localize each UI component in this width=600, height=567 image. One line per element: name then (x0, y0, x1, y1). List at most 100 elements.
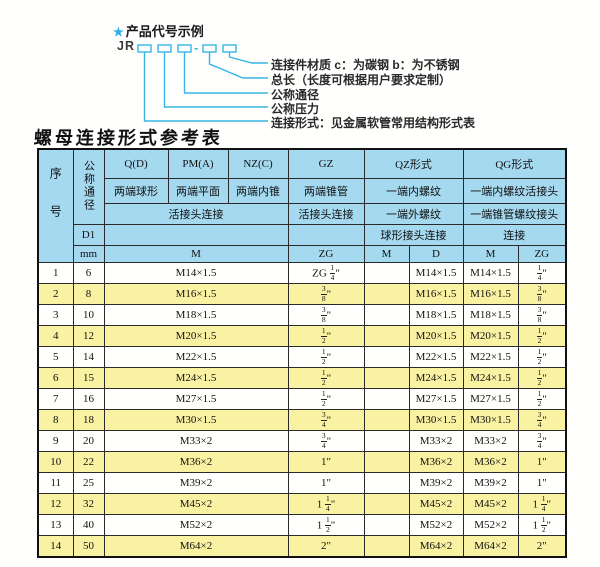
cell-seq: 4 (37, 325, 74, 347)
cell-qz-m (363, 493, 410, 515)
table-row: 4 12 M20×1.5 1 2 " M20×1.5 M20×1.5 1 2 " (37, 325, 567, 347)
table-row: 6 15 M24×1.5 1 2 " M24×1.5 M24×1.5 1 2 " (37, 367, 567, 389)
cell-qg-zg: 1 2 " (517, 325, 567, 347)
header-q-sub: 两端球形 (103, 178, 169, 204)
header-blank-gz (287, 224, 365, 246)
table-row: 10 22 M36×2 1" M36×2 M36×2 1" (37, 451, 567, 473)
leader-line-form (143, 52, 268, 122)
header-union-joint: 活接头连接 (103, 203, 289, 225)
header-col-qz: QZ形式 (363, 148, 464, 179)
header-m-qg: M (462, 245, 519, 263)
cell-m: M22×1.5 (103, 346, 289, 368)
cell-qg-m: M52×2 (462, 514, 519, 536)
code-prefix: JR (117, 39, 135, 53)
header-m-qz: M (363, 245, 410, 263)
cell-qg-m: M64×2 (462, 535, 519, 558)
cell-qz-d: M27×1.5 (408, 388, 464, 410)
label-diameter: 公称通径 (271, 88, 320, 102)
cell-gz: 1 2 " (287, 388, 365, 410)
header-qg-sub3: 连接 (462, 224, 567, 246)
cell-gz: 3 8 " (287, 283, 365, 305)
cell-qz-m (363, 346, 410, 368)
cell-dn: 32 (72, 493, 105, 515)
cell-gz: 1 2 " (287, 367, 365, 389)
cell-gz: 1 2 " (287, 325, 365, 347)
header-nz-sub: 两端内锥 (227, 178, 289, 204)
header-blank-left (103, 224, 289, 246)
cell-qz-m (363, 472, 410, 494)
cell-seq: 5 (37, 346, 74, 368)
table-row: 1 6 M14×1.5 ZG 1 4 " M14×1.5 M14×1.5 1 4 " (37, 262, 567, 284)
cell-qg-zg: 1 4 " (517, 262, 567, 284)
cell-qg-m: M36×2 (462, 451, 519, 473)
cell-qz-m (363, 367, 410, 389)
diagram-title: ★ 产品代号示例 (113, 21, 204, 40)
cell-seq: 14 (37, 535, 74, 558)
cell-qz-m (363, 304, 410, 326)
cell-m: M64×2 (103, 535, 289, 558)
label-material: 连接件材质 c：为碳钢 b：为不锈钢 (271, 58, 460, 72)
cell-qg-m: M33×2 (462, 430, 519, 452)
leader-line-length (208, 52, 268, 79)
cell-qg-m: M16×1.5 (462, 283, 519, 305)
header-dn-label: 公称通径 (82, 159, 95, 212)
cell-qg-zg: 1 2 " (517, 388, 567, 410)
cell-qz-m (363, 451, 410, 473)
header-d1: D1 (72, 224, 105, 246)
cell-qg-zg: 3 8 " (517, 283, 567, 305)
code-box-3 (177, 44, 192, 53)
cell-m: M52×2 (103, 514, 289, 536)
cell-gz: 1 2 " (287, 346, 365, 368)
cell-qz-m (363, 409, 410, 431)
cell-qg-m: M18×1.5 (462, 304, 519, 326)
cell-qg-m: M30×1.5 (462, 409, 519, 431)
cell-qz-d: M30×1.5 (408, 409, 464, 431)
cell-dn: 6 (72, 262, 105, 284)
cell-gz: 3 4 " (287, 430, 365, 452)
cell-dn: 20 (72, 430, 105, 452)
cell-dn: 50 (72, 535, 105, 558)
header-mm: mm (72, 245, 105, 263)
cell-qg-zg: 1 1 4 " (517, 493, 567, 515)
header-seq: 序号 (37, 148, 74, 263)
leader-line-pressure (163, 52, 268, 108)
cell-gz: 1" (287, 451, 365, 473)
cell-dn: 16 (72, 388, 105, 410)
cell-qg-m: M14×1.5 (462, 262, 519, 284)
header-d-qz: D (408, 245, 464, 263)
cell-qz-m (363, 535, 410, 558)
cell-m: M18×1.5 (103, 304, 289, 326)
cell-qz-d: M64×2 (408, 535, 464, 558)
table-row: 5 14 M22×1.5 1 2 " M22×1.5 M22×1.5 1 2 " (37, 346, 567, 368)
cell-gz: 3 4 " (287, 409, 365, 431)
cell-seq: 11 (37, 472, 74, 494)
table-row: 8 18 M30×1.5 3 4 " M30×1.5 M30×1.5 3 4 " (37, 409, 567, 431)
cell-qg-m: M24×1.5 (462, 367, 519, 389)
cell-qg-zg: 1" (517, 472, 567, 494)
nut-connection-table: 序号 公称通径 Q(D) PM(A) NZ(C) GZ QZ形式 QG形式 两端… (37, 148, 568, 558)
header-col-nz: NZ(C) (227, 148, 289, 179)
cell-qg-m: M20×1.5 (462, 325, 519, 347)
table-row: 14 50 M64×2 2" M64×2 M64×2 2" (37, 535, 567, 558)
cell-gz: 2" (287, 535, 365, 558)
cell-qz-d: M39×2 (408, 472, 464, 494)
star-icon: ★ (113, 25, 124, 39)
cell-gz: 1 1 4 " (287, 493, 365, 515)
header-qg-sub2: 一端锥管螺纹接头 (462, 203, 567, 225)
cell-m: M45×2 (103, 493, 289, 515)
cell-qg-m: M45×2 (462, 493, 519, 515)
cell-qz-m (363, 430, 410, 452)
header-col-qg: QG形式 (462, 148, 567, 179)
header-gz-joint: 活接头连接 (287, 203, 365, 225)
cell-seq: 3 (37, 304, 74, 326)
cell-qg-zg: 1 2 " (517, 367, 567, 389)
header-pm-sub: 两端平面 (167, 178, 229, 204)
cell-qz-d: M18×1.5 (408, 304, 464, 326)
cell-qz-m (363, 262, 410, 284)
cell-seq: 8 (37, 409, 74, 431)
cell-dn: 25 (72, 472, 105, 494)
cell-qz-m (363, 514, 410, 536)
cell-seq: 13 (37, 514, 74, 536)
header-zg-gz: ZG (287, 245, 365, 263)
table-row: 9 20 M33×2 3 4 " M33×2 M33×2 3 4 " (37, 430, 567, 452)
